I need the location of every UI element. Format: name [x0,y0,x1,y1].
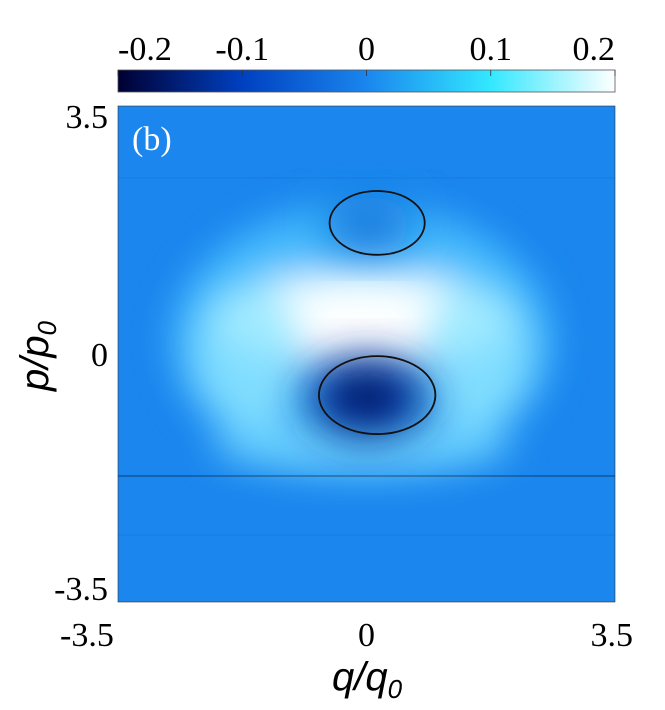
y-axis-ticks: 3.5 0 -3.5 [54,99,108,608]
negative-lobe-feature [307,358,427,438]
y-tick-label: 0 [91,337,108,374]
y-axis-label-main: p/p [13,335,57,392]
x-axis-label-sub: 0 [388,674,403,704]
y-tick-label: 3.5 [66,99,109,136]
colorbar-tick-label: 0 [358,31,375,68]
colorbar-tick-label: -0.2 [118,31,172,68]
x-axis-label: q/q0 [332,655,403,704]
colorbar-ticks: -0.2 -0.1 0 0.1 0.2 [117,31,616,76]
y-axis-label: p/p0 [13,320,62,392]
contour-line [318,355,437,435]
contours [318,190,437,435]
x-tick-label: 3.5 [591,617,634,654]
y-tick-label: -3.5 [54,571,108,608]
colorbar: -0.2 -0.1 0 0.1 0.2 [117,31,616,93]
plot-frame [117,105,616,603]
positive-ring-feature [172,205,552,475]
colorbar-tick-label: 0.2 [573,31,616,68]
panel-label: (b) [132,121,172,158]
heatmap-area [118,106,615,602]
x-axis-label-main: q/q [332,655,388,699]
colorbar-tick-label: 0.1 [470,31,513,68]
x-axis-ticks: -3.5 0 3.5 [60,617,633,654]
x-tick-label: 0 [358,617,375,654]
colorbar-tick-label: -0.1 [215,31,269,68]
x-tick-label: -3.5 [60,617,114,654]
upper-lobe-feature [323,197,413,253]
contour-line [328,190,426,256]
y-axis-label-sub: 0 [32,320,62,335]
